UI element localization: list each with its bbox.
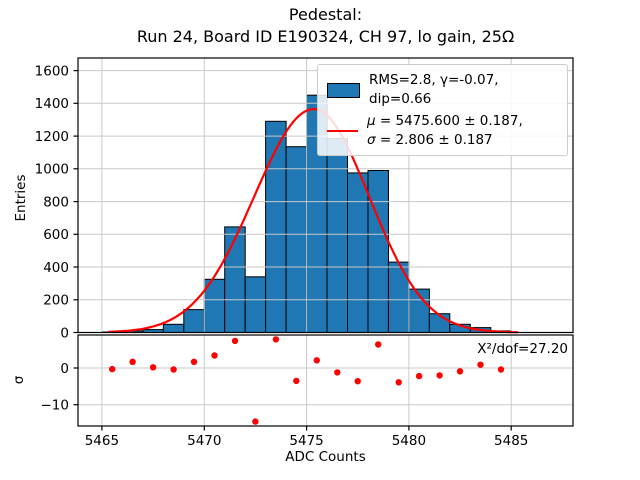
histogram-bar bbox=[244, 276, 267, 333]
residual-dot bbox=[129, 358, 136, 365]
residual-dot bbox=[456, 368, 464, 375]
y-tick-label-residual: −10 bbox=[41, 398, 70, 414]
histogram-bar bbox=[285, 146, 308, 333]
residual-dot bbox=[109, 365, 116, 373]
residual-dot bbox=[375, 341, 382, 348]
tick-labels: 0 200 400 600 800 1000 1200 1400 1600 0 −10 5465 547… bbox=[35, 63, 529, 449]
y-tick-label-main: 1000 bbox=[35, 162, 69, 178]
legend-box: RMS=2.8, γ=-0.07, dip=0.66 μ = 5475.600 … bbox=[317, 64, 568, 156]
x-axis-label: ADC Counts bbox=[285, 449, 366, 465]
histogram-bar bbox=[347, 172, 369, 333]
axes-frame bbox=[73, 57, 574, 431]
residual-dot bbox=[313, 357, 320, 364]
legend-fit-line-swatch bbox=[327, 130, 358, 132]
histogram-bar bbox=[387, 261, 410, 334]
x-tick-label: 5475 bbox=[289, 433, 323, 449]
histogram-bar bbox=[326, 138, 348, 333]
residual-dot bbox=[436, 372, 443, 379]
residual-dot bbox=[415, 372, 423, 380]
legend-entry-histogram: RMS=2.8, γ=-0.07, dip=0.66 bbox=[327, 71, 559, 109]
x-tick-label: 5470 bbox=[187, 433, 221, 449]
plot-title-line2: Run 24, Board ID E190324, CH 97, lo gain… bbox=[136, 27, 515, 46]
x-tick-label: 5480 bbox=[392, 433, 426, 449]
legend-fit-sigma: σ = 2.806 ± 0.187 bbox=[367, 132, 493, 148]
legend-fit-label: μ = 5475.600 ± 0.187, σ = 2.806 ± 0.187 bbox=[367, 112, 523, 150]
residual-dot bbox=[252, 418, 259, 425]
x-tick-label: 5485 bbox=[494, 433, 528, 449]
y-tick-label-residual: 0 bbox=[60, 361, 69, 377]
residual-dot bbox=[477, 361, 484, 368]
histogram-bar bbox=[428, 313, 451, 334]
y-tick-label-main: 400 bbox=[43, 260, 69, 276]
main-axes-frame bbox=[77, 57, 574, 334]
residual-dot bbox=[231, 337, 239, 345]
y-tick-label-main: 1200 bbox=[35, 129, 69, 145]
plot-title-line1: Pedestal: bbox=[288, 5, 363, 24]
chi2-annotation: X²/dof=27.20 bbox=[477, 341, 568, 357]
y-tick-label-main: 1400 bbox=[35, 96, 69, 112]
residual-points bbox=[109, 336, 505, 425]
residual-dot bbox=[354, 378, 361, 385]
residual-dot bbox=[211, 352, 218, 359]
fit-curve-line bbox=[108, 108, 519, 334]
y-tick-label-main: 200 bbox=[43, 293, 69, 309]
y-tick-label-main: 800 bbox=[43, 194, 69, 210]
residual-dot bbox=[170, 366, 177, 373]
residual-dot bbox=[293, 377, 300, 385]
residual-dot bbox=[395, 379, 402, 386]
histogram-bar bbox=[224, 226, 246, 333]
y-tick-label-main: 600 bbox=[43, 227, 69, 243]
residual-dot bbox=[190, 358, 198, 365]
histogram-bars bbox=[101, 94, 512, 334]
residual-axes-frame bbox=[77, 334, 574, 427]
residual-dot bbox=[272, 336, 280, 343]
y-tick-label-main: 0 bbox=[60, 325, 69, 341]
x-tick-label: 5465 bbox=[85, 433, 119, 449]
residual-dot bbox=[497, 366, 505, 373]
histogram-bar bbox=[367, 170, 389, 333]
legend-histogram-label: RMS=2.8, γ=-0.07, dip=0.66 bbox=[369, 72, 499, 107]
legend-entry-fit: μ = 5475.600 ± 0.187, σ = 2.806 ± 0.187 bbox=[327, 112, 559, 150]
histogram-bar bbox=[183, 309, 205, 334]
residual-dot bbox=[334, 369, 341, 376]
y-axis-label-entries: Entries bbox=[13, 174, 29, 222]
histogram-bar bbox=[162, 323, 185, 333]
legend-histogram-swatch bbox=[327, 82, 360, 98]
legend-fit-mu: μ = 5475.600 ± 0.187, bbox=[367, 113, 523, 129]
y-axis-label-sigma: σ bbox=[11, 375, 27, 385]
histogram-bar bbox=[265, 120, 287, 333]
y-tick-label-main: 1600 bbox=[35, 63, 69, 79]
residual-dot bbox=[149, 364, 157, 371]
